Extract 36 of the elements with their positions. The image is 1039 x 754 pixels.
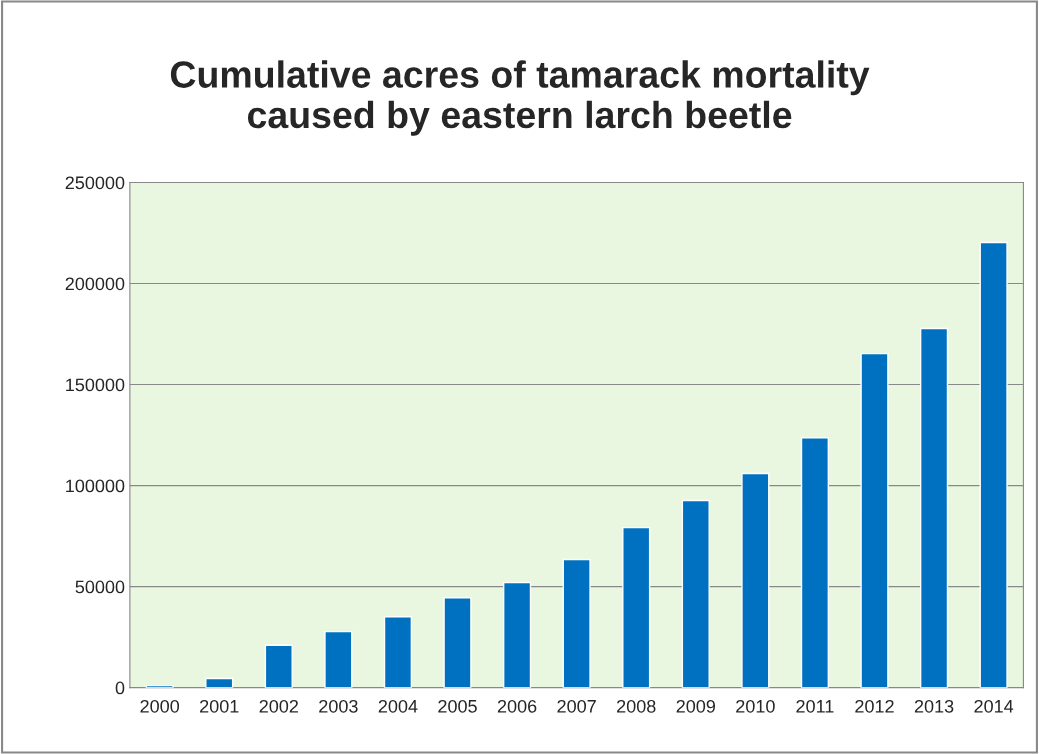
x-tick-label: 2008 <box>617 699 656 713</box>
x-tick-label: 2002 <box>259 699 298 713</box>
x-tick-label: 2007 <box>557 699 596 713</box>
chart-title: Cumulative acres of tamarack mortality caused by eastern larch beetle <box>170 60 870 136</box>
y-tick-label: 50000 <box>75 580 125 594</box>
bar <box>919 327 949 688</box>
bar <box>979 241 1008 688</box>
x-tick-label: 2001 <box>200 699 239 713</box>
bar <box>860 352 889 688</box>
y-tick-label: 150000 <box>66 378 125 392</box>
x-tick-label: 2009 <box>676 699 716 713</box>
bar <box>622 526 651 688</box>
x-tick-label: 2012 <box>855 699 894 713</box>
x-tick-label: 2003 <box>319 699 358 713</box>
bar <box>681 499 710 688</box>
bar <box>324 630 353 688</box>
bar <box>264 644 293 688</box>
x-tick-label: 2000 <box>140 699 180 713</box>
x-tick-label: 2010 <box>736 699 775 713</box>
bar <box>383 616 413 688</box>
x-tick-label: 2005 <box>438 699 477 713</box>
x-tick-label: 2013 <box>914 699 954 713</box>
y-tick-label: 200000 <box>65 277 125 291</box>
x-tick-label: 2011 <box>796 699 834 713</box>
x-tick-label: 2014 <box>974 699 1014 713</box>
bar <box>443 597 472 688</box>
y-tick-label: 0 <box>115 681 125 695</box>
bar <box>502 581 532 688</box>
y-tick-label: 100000 <box>66 479 125 493</box>
x-tick-label: 2004 <box>378 699 418 713</box>
bar <box>562 558 591 688</box>
bar <box>205 677 234 688</box>
bar <box>741 472 770 688</box>
bar <box>800 436 830 688</box>
x-tick-label: 2006 <box>497 699 537 713</box>
y-tick-label: 250000 <box>65 176 125 190</box>
